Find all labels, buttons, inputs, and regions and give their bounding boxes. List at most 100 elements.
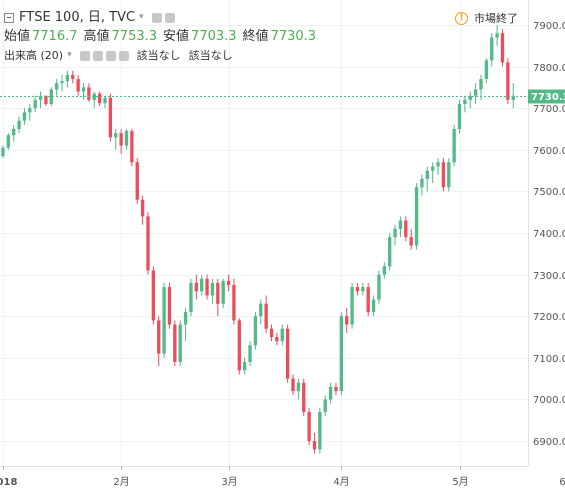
candle — [361, 282, 365, 296]
candle-body — [409, 237, 413, 246]
eye-icon[interactable] — [151, 12, 162, 23]
add-icon[interactable] — [105, 50, 116, 61]
candle-body — [312, 441, 317, 450]
symbol-title[interactable]: FTSE 100, 日, TVC — [19, 10, 136, 25]
candle — [253, 312, 258, 350]
y-tick-label: 7000.0 — [533, 395, 565, 406]
candle — [167, 282, 172, 329]
close-label: 終値 — [242, 29, 269, 44]
candle — [420, 174, 424, 196]
candle — [414, 183, 419, 250]
candle — [495, 24, 499, 46]
candle — [242, 357, 247, 375]
candle — [371, 295, 376, 317]
volume-label[interactable]: 出来高 (20) — [4, 49, 64, 62]
close-icon[interactable] — [118, 50, 129, 61]
candle — [97, 91, 102, 107]
x-tick-label: 2月 — [113, 476, 129, 488]
last-price-label: 7730.3 — [531, 92, 565, 103]
warning-icon: ! — [455, 11, 468, 25]
candle-body — [76, 79, 80, 92]
candle — [162, 282, 166, 358]
candle-body — [232, 285, 236, 321]
candle-body — [490, 37, 494, 61]
market-status[interactable]: ! 市場終了 — [455, 10, 518, 26]
candle — [124, 128, 129, 150]
x-tick-label: 6月 — [559, 476, 565, 488]
candle-body — [119, 133, 123, 146]
candle-body — [157, 320, 161, 354]
candle — [178, 320, 182, 367]
candle-body — [44, 95, 48, 105]
candle-body — [291, 378, 295, 392]
candle-body — [404, 220, 408, 238]
candle-body — [1, 147, 5, 157]
candle — [49, 87, 53, 107]
candle — [1, 145, 5, 159]
candle-body — [393, 228, 397, 238]
candle-body — [55, 83, 59, 90]
candle-body — [371, 299, 376, 313]
candle — [33, 95, 37, 113]
candle — [409, 228, 413, 250]
candle-body — [151, 270, 156, 321]
candle — [205, 274, 209, 300]
y-tick-label: 7600.0 — [533, 146, 565, 157]
candle — [216, 278, 220, 317]
candle-body — [114, 133, 118, 138]
candle-body — [285, 328, 290, 379]
candle — [140, 195, 145, 225]
candle-body — [12, 128, 16, 136]
candle — [210, 278, 215, 304]
candle-body — [275, 337, 279, 342]
candle-body — [200, 278, 204, 292]
candle — [500, 29, 505, 67]
candle — [200, 274, 204, 296]
y-tick-label: 7500.0 — [533, 187, 565, 198]
candle-body — [452, 128, 456, 163]
candle-body — [210, 282, 215, 296]
candle — [38, 91, 43, 109]
candle — [328, 382, 333, 404]
candle-body — [60, 81, 64, 84]
candle — [275, 332, 279, 346]
candle-body — [248, 345, 252, 362]
candle-body — [280, 328, 284, 342]
eye-icon[interactable] — [79, 50, 90, 61]
candle — [114, 128, 118, 150]
settings-icon[interactable] — [92, 50, 103, 61]
candle — [457, 99, 462, 134]
candle — [339, 312, 344, 396]
chevron-down-icon[interactable]: ▾ — [139, 12, 144, 22]
chevron-down-icon[interactable]: ▾ — [67, 50, 72, 60]
candle-body — [377, 274, 381, 300]
open-label: 始値 — [4, 29, 31, 44]
candle — [377, 270, 381, 304]
candle-body — [17, 120, 21, 129]
candle — [345, 307, 349, 333]
candle-body — [167, 287, 172, 325]
candle — [6, 133, 10, 150]
market-status-label: 市場終了 — [474, 12, 518, 25]
candle — [92, 91, 96, 109]
candle — [350, 282, 354, 329]
candle-body — [71, 74, 75, 80]
candle — [323, 395, 327, 417]
candle-body — [495, 33, 499, 38]
collapse-toggle[interactable] — [4, 12, 14, 23]
candle — [87, 83, 91, 102]
candle-body — [355, 287, 360, 292]
chart-legend: FTSE 100, 日, TVC ▾ 始値 7716.7 高値 7753.3 安… — [4, 8, 322, 65]
candle-body — [242, 361, 247, 371]
candle-body — [328, 386, 333, 400]
candle — [285, 324, 290, 383]
settings-icon[interactable] — [164, 12, 175, 23]
candle — [12, 124, 16, 142]
candle-body — [226, 280, 231, 286]
candle — [291, 374, 295, 396]
candle — [452, 124, 456, 167]
candle-body — [221, 280, 225, 304]
candle — [71, 70, 75, 84]
last-price-tag: 7730.3 — [528, 89, 565, 104]
